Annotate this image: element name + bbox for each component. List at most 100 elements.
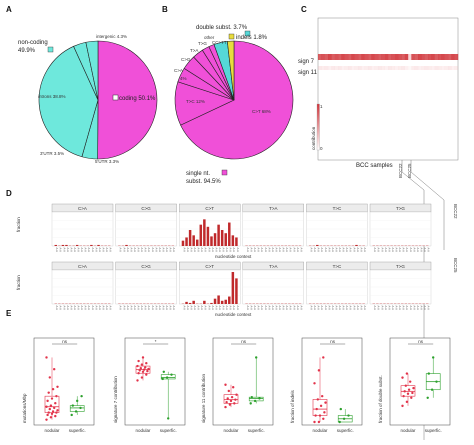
box-point [144, 366, 147, 369]
heatmap-cell [398, 66, 402, 70]
context-tick-label: A-A [122, 248, 126, 253]
heatmap-cell [401, 66, 405, 70]
context-tick-label: A-A [197, 248, 201, 253]
heatmap-cell [414, 54, 419, 60]
context-tick-label: A-A [186, 248, 190, 253]
context-tick-label: A-A [236, 306, 240, 311]
context-tick-label: A-A [345, 248, 349, 253]
heatmap-cell [428, 66, 432, 70]
heatmap-cell [454, 66, 459, 70]
context-tick-label: A-A [200, 248, 204, 253]
indels-swatch [228, 33, 235, 40]
context-tick-label: A-A [359, 306, 363, 311]
box-point [230, 395, 234, 399]
context-tick-label: A-A [427, 306, 431, 311]
heatmap-cell [421, 54, 425, 60]
context-tick-label: A-A [158, 306, 162, 311]
context-tick-label: A-A [147, 306, 151, 311]
box-point [51, 410, 55, 413]
context-tick-label: A-A [133, 248, 137, 253]
context-tick-label: A-A [84, 248, 88, 253]
pie-b-slice-indels [227, 40, 235, 101]
single-swatch [221, 169, 228, 176]
context-tick-label: A-A [189, 306, 193, 311]
heatmap-cell [374, 54, 379, 60]
context-tick-label: A-A [352, 248, 356, 253]
spectrum-bar [61, 244, 65, 246]
heatmap-xlabel: BCC samples [356, 163, 393, 169]
context-tick-label: A-A [416, 306, 420, 311]
spectrum-label-bcc22: BCC22 [453, 204, 458, 219]
box-ylabel: fraction of double subst. [378, 375, 383, 423]
box-point [411, 391, 414, 395]
context-tick-label: A-A [84, 306, 88, 311]
context-tick-label: A-A [349, 306, 353, 311]
heatmap-cell [441, 54, 445, 60]
box-group-label: superfic. [69, 428, 86, 433]
context-tick-label: A-A [73, 248, 77, 253]
box-point [226, 397, 229, 400]
box-point [136, 364, 139, 368]
significance-label: ns [62, 339, 68, 344]
context-tick-label: A-A [299, 248, 303, 253]
context-tick-label: A-A [274, 248, 278, 253]
heatmap-cell [451, 54, 455, 60]
context-tick-label: A-A [129, 306, 133, 311]
noncoding-swatch [47, 46, 54, 53]
box-point [407, 388, 411, 391]
heatmap-cell [404, 54, 409, 60]
context-tick-label: A-A [62, 306, 66, 311]
box-point [342, 417, 346, 420]
box-point [409, 380, 412, 383]
spectrum-bar [217, 224, 220, 246]
heatmap-cell [328, 54, 332, 60]
spectrum-bar [97, 244, 100, 246]
heatmap-cell [438, 66, 442, 70]
box-point [403, 390, 406, 393]
heatmap-cell [331, 54, 335, 60]
bcc22-connector [401, 160, 425, 440]
heatmap-cell [448, 54, 452, 60]
context-tick-label: A-A [109, 306, 113, 311]
context-tick-label: A-A [229, 306, 233, 311]
context-tick-label: A-A [387, 306, 391, 311]
box-point [322, 356, 325, 359]
box-point [54, 402, 57, 405]
context-tick-label: A-A [87, 306, 91, 311]
box-body [400, 385, 416, 397]
box-point [46, 413, 49, 417]
pie-b-slice-ct [180, 40, 294, 160]
context-tick-label: A-A [409, 306, 413, 311]
context-tick-label: A-A [122, 306, 126, 311]
box-ylabel: fraction of indels [290, 389, 295, 423]
context-tick-label: A-A [246, 248, 250, 253]
box-point [70, 413, 73, 417]
box-point [51, 387, 55, 391]
context-tick-label: A-A [338, 306, 342, 311]
box-point [227, 389, 230, 393]
heatmap-cell [368, 66, 372, 70]
box-point [319, 404, 323, 408]
box-point [139, 367, 142, 370]
panel-label-c: C [301, 5, 307, 14]
significance-label: ns [241, 339, 247, 344]
box-point [258, 397, 261, 400]
box-group-label: nodular [135, 428, 151, 433]
context-tick-label: A-A [253, 248, 257, 253]
box-point [224, 383, 227, 386]
spectrum-header-label: T>A [269, 206, 277, 211]
context-tick-label: A-A [313, 306, 317, 311]
heatmap-cell [338, 54, 342, 60]
context-tick-label: A-A [274, 306, 278, 311]
heatmap-cell [414, 66, 419, 70]
heatmap-cell [354, 54, 359, 60]
context-tick-label: A-A [320, 248, 324, 253]
heatmap-cell [368, 54, 372, 60]
spectrum-bar [185, 237, 188, 246]
box-body [160, 374, 176, 380]
spectrum-bar [188, 302, 192, 304]
context-tick-label: A-A [342, 248, 346, 253]
box-point [224, 405, 227, 409]
box-point [80, 394, 83, 398]
context-tick-label: A-A [250, 248, 254, 253]
